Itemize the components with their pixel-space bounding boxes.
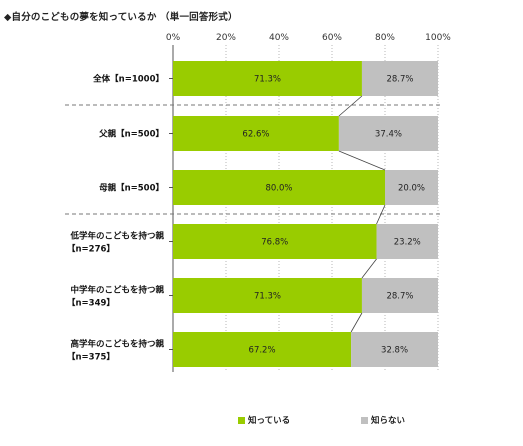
bar-dont-know: [361, 278, 438, 313]
data-label-know: 71.3%: [254, 75, 281, 85]
x-tick-label: 20%: [216, 33, 236, 43]
bar-know: [173, 332, 352, 367]
bar-know: [173, 170, 385, 205]
connector-line: [338, 150, 386, 171]
chart-title: ◆自分のこどもの夢を知っているか （単一回答形式）: [4, 12, 238, 23]
data-label-dont-know: 28.7%: [386, 75, 413, 85]
x-tick-label: 100%: [425, 33, 451, 43]
bar-dont-know: [338, 116, 438, 151]
bar-dont-know: [376, 224, 438, 259]
x-tick-label: 80%: [375, 33, 395, 43]
data-label-know: 62.6%: [242, 130, 269, 140]
category-label: 高学年のこどもを持つ親: [70, 339, 164, 350]
bar-know: [173, 224, 377, 259]
legend-swatch-dont-know: [361, 416, 369, 424]
connector-line: [361, 258, 377, 279]
legend-label-dont-know: 知らない: [371, 416, 406, 426]
bar-know: [173, 278, 362, 313]
data-label-know: 76.8%: [261, 238, 288, 248]
x-tick-label: 40%: [269, 33, 289, 43]
x-tick-label: 60%: [322, 33, 342, 43]
data-label-dont-know: 32.8%: [381, 346, 408, 356]
legend-label-know: 知っている: [248, 416, 291, 426]
bar-know: [173, 61, 362, 96]
data-label-dont-know: 23.2%: [394, 238, 421, 248]
connector-line: [376, 204, 386, 225]
bar-dont-know: [351, 332, 438, 367]
bar-know: [173, 116, 339, 151]
connector-line: [338, 95, 363, 117]
data-label-know: 67.2%: [249, 346, 276, 356]
category-label: 低学年のこどもを持つ親: [69, 231, 164, 242]
bar-dont-know: [385, 170, 438, 205]
category-label-sub: 【n=349】: [67, 298, 115, 309]
category-label: 全体【n=1000】: [92, 74, 164, 85]
category-label-sub: 【n=375】: [67, 352, 115, 363]
data-label-know: 80.0%: [265, 184, 292, 194]
legend-item-know: 知っている: [238, 414, 290, 426]
category-label: 母親【n=500】: [99, 183, 164, 194]
data-label-dont-know: 37.4%: [375, 130, 402, 140]
data-label-dont-know: 20.0%: [398, 184, 425, 194]
data-label-know: 71.3%: [254, 292, 281, 302]
bar-dont-know: [361, 61, 438, 96]
category-label: 父親【n=500】: [98, 129, 164, 140]
category-label: 中学年のこどもを持つ親: [70, 285, 164, 296]
legend-swatch-know: [238, 416, 245, 424]
data-label-dont-know: 28.7%: [386, 292, 413, 302]
category-label-sub: 【n=276】: [67, 244, 115, 255]
connector-line: [350, 312, 363, 333]
legend: 知っている 知らない: [238, 414, 473, 427]
x-tick-label: 0%: [166, 33, 181, 43]
legend-item-dont-know: 知らない: [361, 414, 405, 426]
